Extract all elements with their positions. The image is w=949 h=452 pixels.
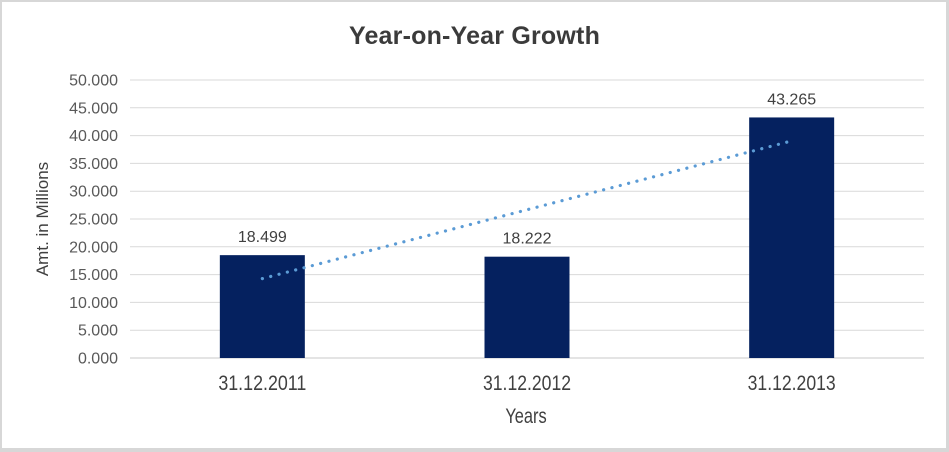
y-tick-label: 45.000 bbox=[69, 100, 118, 117]
y-tick-label: 30.000 bbox=[69, 184, 118, 201]
y-tick-label: 5.000 bbox=[78, 323, 118, 340]
y-tick-label: 40.000 bbox=[69, 128, 118, 145]
y-tick-label: 50.000 bbox=[69, 73, 118, 90]
chart-title: Year-on-Year Growth bbox=[348, 22, 601, 50]
x-tick-label: 31.12.2012 bbox=[483, 372, 571, 395]
y-tick-label: 15.000 bbox=[69, 267, 118, 284]
x-tick-label: 31.12.2013 bbox=[748, 372, 836, 395]
y-tick-label: 0.000 bbox=[78, 351, 118, 368]
y-tick-label: 35.000 bbox=[69, 156, 118, 173]
bar bbox=[219, 255, 305, 358]
data-label: 43.265 bbox=[767, 91, 816, 108]
bar bbox=[484, 256, 570, 358]
y-tick-label: 25.000 bbox=[69, 212, 118, 229]
bar bbox=[749, 117, 835, 359]
trendline bbox=[260, 139, 794, 281]
y-tick-label: 20.000 bbox=[69, 239, 118, 256]
x-axis-title: Years bbox=[505, 405, 547, 428]
data-label: 18.222 bbox=[503, 231, 552, 248]
data-label: 18.499 bbox=[238, 229, 287, 246]
x-tick-label: 31.12.2011 bbox=[218, 372, 306, 395]
y-tick-label: 10.000 bbox=[69, 295, 118, 312]
